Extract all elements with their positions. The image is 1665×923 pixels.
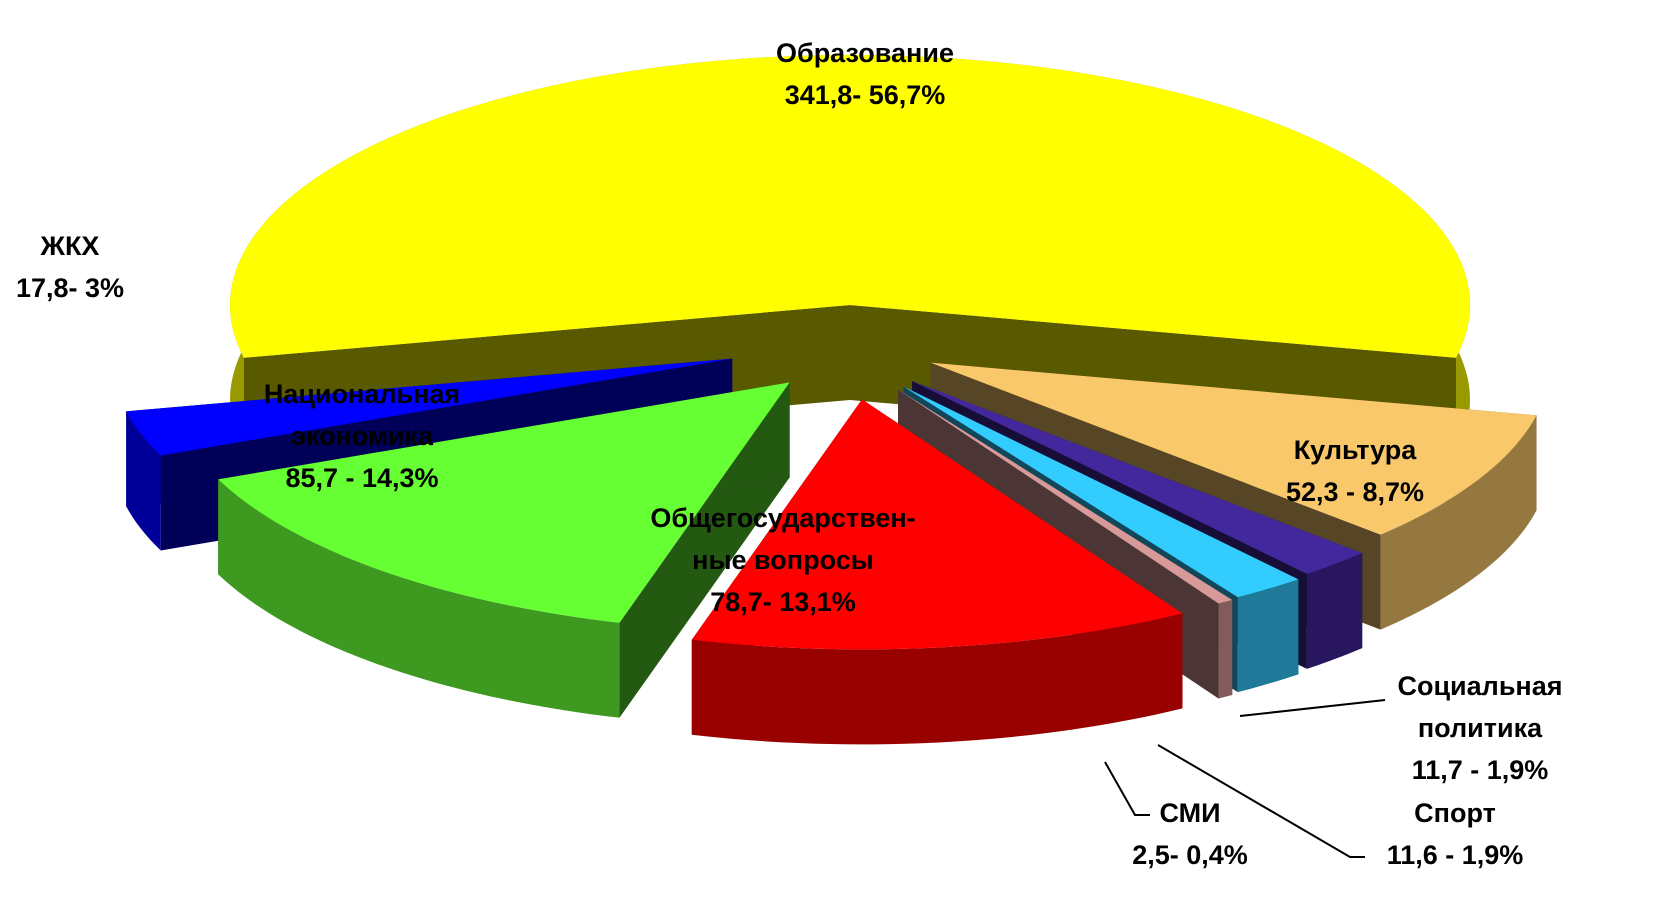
slice bbox=[912, 381, 1363, 574]
category-label: Национальная экономика bbox=[264, 379, 460, 451]
slice bbox=[218, 382, 790, 623]
category-label: Спорт bbox=[1414, 798, 1496, 828]
value-label: 11,7 - 1,9% bbox=[1412, 755, 1549, 785]
value-label: 17,8- 3% bbox=[16, 273, 124, 303]
value-label: 85,7 - 14,3% bbox=[285, 463, 438, 493]
category-label: ЖКХ bbox=[40, 231, 100, 261]
slice-wall bbox=[126, 411, 161, 551]
slice-wall bbox=[1380, 415, 1537, 630]
value-label: 11,6 - 1,9% bbox=[1387, 840, 1524, 870]
value-label: 52,3 - 8,7% bbox=[1286, 477, 1424, 507]
pie bbox=[126, 55, 1537, 745]
slice bbox=[930, 362, 1537, 535]
slice-wall bbox=[1237, 579, 1299, 693]
slice bbox=[898, 389, 1233, 604]
slice-wall bbox=[218, 479, 620, 718]
value-label: 78,7- 13,1% bbox=[710, 587, 856, 617]
category-label: Культура bbox=[1294, 435, 1418, 465]
slice bbox=[230, 55, 1470, 358]
category-label: СМИ bbox=[1159, 798, 1220, 828]
value-label: 341,8- 56,7% bbox=[785, 80, 946, 110]
leader-line bbox=[1157, 744, 1365, 858]
labels: Образование 341,8- 56,7% Культура 52,3 - 8,… bbox=[16, 38, 1563, 870]
slice-wall bbox=[1306, 553, 1363, 669]
slice-wall bbox=[1218, 600, 1233, 699]
leader-line bbox=[1104, 761, 1150, 816]
slice-wall bbox=[691, 613, 1183, 745]
slice bbox=[691, 399, 1183, 650]
category-label: Общегосударствен-ные вопросы bbox=[650, 503, 915, 575]
category-label: Образование bbox=[776, 38, 954, 68]
slice bbox=[903, 386, 1299, 598]
leader-line bbox=[1239, 699, 1386, 717]
category-label: Социальная политика bbox=[1397, 671, 1562, 743]
slice bbox=[126, 358, 733, 456]
value-label: 2,5- 0,4% bbox=[1132, 840, 1248, 870]
